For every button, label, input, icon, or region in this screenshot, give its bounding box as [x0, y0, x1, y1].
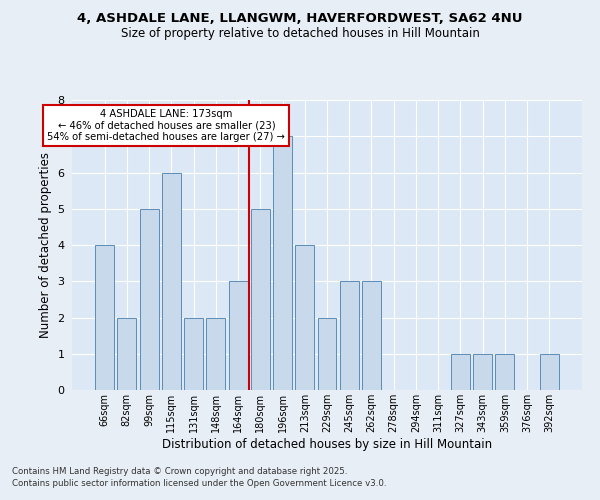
Bar: [184, 318, 203, 390]
Bar: [362, 281, 381, 390]
Bar: [540, 354, 559, 390]
Bar: [295, 245, 314, 390]
Bar: [206, 318, 225, 390]
X-axis label: Distribution of detached houses by size in Hill Mountain: Distribution of detached houses by size …: [162, 438, 492, 450]
Bar: [473, 354, 492, 390]
Text: Size of property relative to detached houses in Hill Mountain: Size of property relative to detached ho…: [121, 28, 479, 40]
Bar: [273, 136, 292, 390]
Bar: [317, 318, 337, 390]
Text: 4 ASHDALE LANE: 173sqm
← 46% of detached houses are smaller (23)
54% of semi-det: 4 ASHDALE LANE: 173sqm ← 46% of detached…: [47, 108, 285, 142]
Bar: [95, 245, 114, 390]
Bar: [496, 354, 514, 390]
Bar: [162, 172, 181, 390]
Bar: [140, 209, 158, 390]
Text: Contains HM Land Registry data © Crown copyright and database right 2025.
Contai: Contains HM Land Registry data © Crown c…: [12, 466, 386, 487]
Y-axis label: Number of detached properties: Number of detached properties: [38, 152, 52, 338]
Bar: [251, 209, 270, 390]
Bar: [451, 354, 470, 390]
Bar: [340, 281, 359, 390]
Text: 4, ASHDALE LANE, LLANGWM, HAVERFORDWEST, SA62 4NU: 4, ASHDALE LANE, LLANGWM, HAVERFORDWEST,…: [77, 12, 523, 26]
Bar: [229, 281, 248, 390]
Bar: [118, 318, 136, 390]
